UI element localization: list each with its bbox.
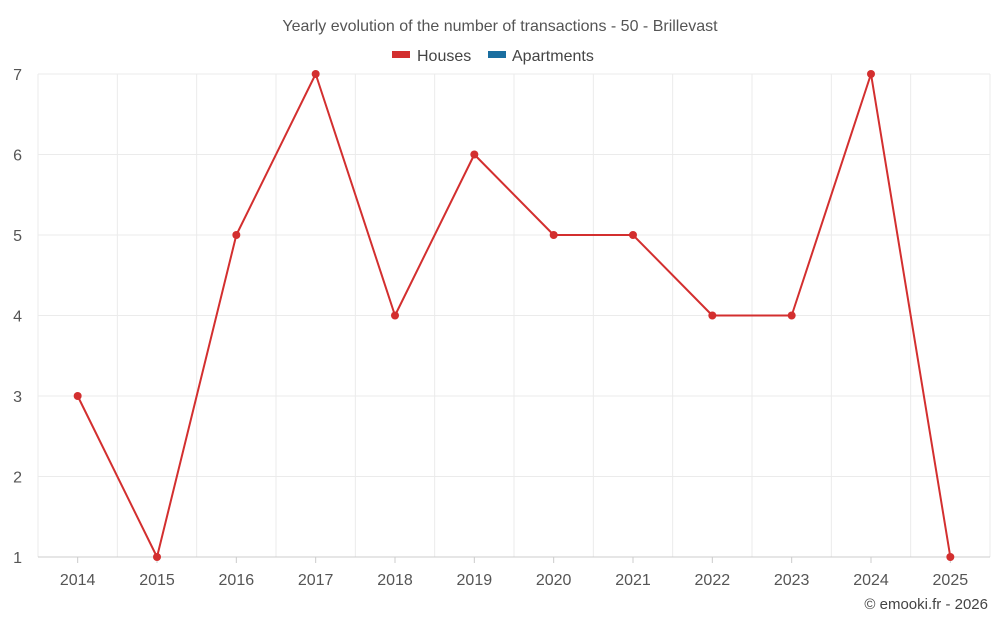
data-point-houses-2021[interactable] bbox=[629, 231, 637, 239]
data-point-houses-2020[interactable] bbox=[549, 231, 558, 239]
plot-area bbox=[73, 70, 955, 561]
data-point-houses-2017[interactable] bbox=[311, 70, 320, 78]
legend: Houses Apartments bbox=[392, 48, 594, 65]
legend-swatch-apartments[interactable] bbox=[488, 51, 506, 58]
y-tick-label: 1 bbox=[13, 550, 22, 567]
data-point-houses-2022[interactable] bbox=[708, 311, 717, 320]
x-tick-label: 2020 bbox=[536, 572, 572, 589]
x-tick-label: 2024 bbox=[853, 572, 889, 589]
y-tick-label: 3 bbox=[13, 389, 22, 406]
x-tick-label: 2025 bbox=[933, 572, 969, 589]
x-tick-label: 2014 bbox=[60, 572, 96, 589]
y-tick-label: 7 bbox=[13, 67, 22, 84]
x-tick-label: 2017 bbox=[298, 572, 334, 589]
x-tick-label: 2023 bbox=[774, 572, 810, 589]
data-point-houses-2019[interactable] bbox=[470, 150, 479, 159]
y-axis: 1 2 3 4 5 6 7 bbox=[13, 67, 22, 567]
data-point-houses-2014[interactable] bbox=[73, 392, 82, 400]
legend-label-houses[interactable]: Houses bbox=[417, 48, 471, 65]
series-line-houses[interactable] bbox=[76, 73, 952, 558]
y-tick-label: 4 bbox=[13, 309, 22, 326]
data-point-houses-2025[interactable] bbox=[946, 553, 955, 561]
x-tick-label: 2016 bbox=[219, 572, 255, 589]
legend-swatch-houses[interactable] bbox=[392, 51, 410, 58]
data-point-houses-2018[interactable] bbox=[391, 311, 399, 320]
x-tick-label: 2019 bbox=[457, 572, 493, 589]
x-tick-label: 2021 bbox=[615, 572, 651, 589]
x-tick-label: 2018 bbox=[377, 572, 413, 589]
data-point-houses-2016[interactable] bbox=[232, 231, 241, 239]
credit-text: © emooki.fr - 2026 bbox=[864, 596, 988, 613]
y-tick-label: 5 bbox=[13, 228, 22, 245]
data-point-houses-2015[interactable] bbox=[153, 553, 161, 561]
legend-label-apartments[interactable]: Apartments bbox=[512, 48, 594, 65]
x-tick-label: 2022 bbox=[695, 572, 731, 589]
data-point-houses-2023[interactable] bbox=[787, 311, 796, 320]
y-tick-label: 2 bbox=[13, 470, 22, 487]
chart-title: Yearly evolution of the number of transa… bbox=[282, 18, 718, 35]
x-axis: 2014 2015 2016 2017 2018 2019 2020 2021 2022 2023… bbox=[60, 557, 968, 589]
y-tick-label: 6 bbox=[13, 148, 22, 165]
data-point-houses-2024[interactable] bbox=[867, 70, 875, 78]
x-tick-label: 2015 bbox=[139, 572, 175, 589]
